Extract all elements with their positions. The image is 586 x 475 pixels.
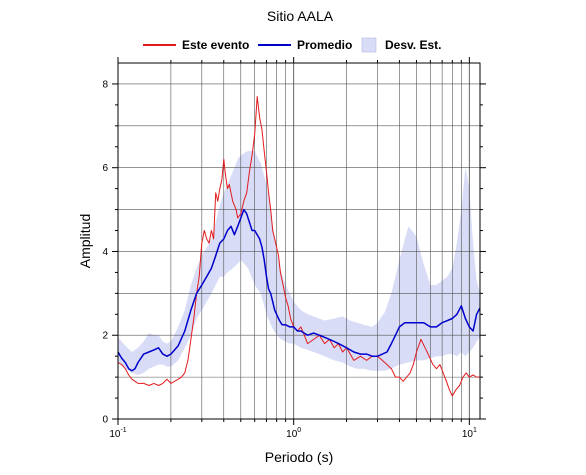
series-layer	[117, 96, 481, 397]
legend-label-desv-est: Desv. Est.	[385, 38, 441, 52]
legend-label-promedio: Promedio	[297, 38, 352, 52]
y-tick-label: 2	[102, 331, 108, 342]
y-tick-label: 0	[102, 415, 108, 426]
x-axis-label: Periodo (s)	[265, 449, 333, 465]
y-tick-label: 8	[102, 79, 108, 90]
legend-label-este-evento: Este evento	[182, 38, 249, 52]
y-tick-label: 4	[102, 247, 108, 258]
std-band	[118, 151, 480, 375]
legend-swatch-desv-est	[361, 37, 377, 53]
x-tick-label: 10-1	[109, 427, 126, 440]
std-band-layer	[118, 151, 480, 375]
series-line-promedio	[117, 208, 481, 372]
x-tick-label: 101	[462, 427, 477, 440]
y-tick-label: 6	[102, 163, 108, 174]
series-line-este-evento	[117, 96, 480, 397]
grid-layer	[118, 63, 480, 419]
chart-title: Sitio AALA	[267, 8, 334, 24]
x-tick-label: 100	[286, 427, 301, 440]
y-axis-label: Amplitud	[77, 214, 93, 268]
tick-layer: 0 2 4 6 8 10-1 100 101	[102, 57, 486, 440]
legend: Este evento Promedio Desv. Est.	[143, 37, 441, 53]
plot-frame	[117, 62, 481, 420]
